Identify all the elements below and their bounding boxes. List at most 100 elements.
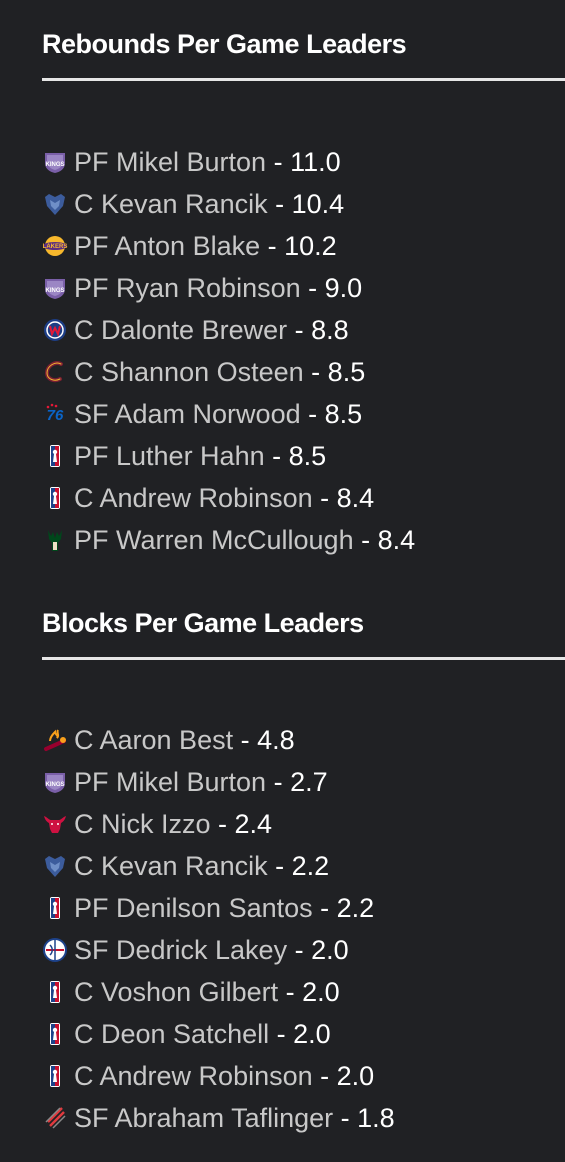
heat-logo-icon[interactable] xyxy=(42,727,68,753)
svg-text:KINGS: KINGS xyxy=(45,288,64,294)
rebounds-title: Rebounds Per Game Leaders xyxy=(42,29,407,59)
stat-value: 2.0 xyxy=(293,1019,331,1049)
player-link[interactable]: PF Luther Hahn xyxy=(74,441,265,471)
leader-row: KINGS PF Ryan Robinson - 9.0 xyxy=(42,267,415,309)
separator: - xyxy=(260,231,285,261)
player-link[interactable]: PF Ryan Robinson xyxy=(74,273,301,303)
stat-value: 2.2 xyxy=(336,893,375,923)
separator: - xyxy=(312,483,337,513)
stat-value: 2.0 xyxy=(311,935,349,965)
stat-value: 10.4 xyxy=(291,189,345,219)
separator: - xyxy=(312,893,337,923)
leader-row: 76 SF Adam Norwood - 8.5 xyxy=(42,393,415,435)
rebounds-list: KINGS PF Mikel Burton - 11.0 C Kevan Ranci… xyxy=(42,141,415,561)
leader-row: SF Abraham Taflinger - 1.8 xyxy=(42,1097,395,1139)
leader-row: C Deon Satchell - 2.0 xyxy=(42,1013,395,1055)
leader-row: KINGS PF Mikel Burton - 11.0 xyxy=(42,141,415,183)
player-link[interactable]: SF Abraham Taflinger xyxy=(74,1103,334,1133)
svg-text:LAKERS: LAKERS xyxy=(43,244,68,250)
player-link[interactable]: C Kevan Rancik xyxy=(74,189,268,219)
separator: - xyxy=(287,935,312,965)
grizzlies-logo-icon[interactable] xyxy=(42,191,68,217)
separator: - xyxy=(312,1061,337,1091)
player-link[interactable]: PF Warren McCullough xyxy=(74,525,354,555)
player-link[interactable]: C Kevan Rancik xyxy=(74,851,268,881)
leader-row: SF Dedrick Lakey - 2.0 xyxy=(42,929,395,971)
separator: - xyxy=(333,1103,358,1133)
player-link[interactable]: C Shannon Osteen xyxy=(74,357,304,387)
blocks-divider xyxy=(42,657,565,660)
bucks-logo-icon[interactable] xyxy=(42,527,68,553)
kings-logo-icon[interactable]: KINGS xyxy=(42,275,68,301)
player-link[interactable]: C Deon Satchell xyxy=(74,1019,270,1049)
separator: - xyxy=(210,809,235,839)
stat-value: 2.0 xyxy=(336,1061,375,1091)
nba-logo-icon[interactable] xyxy=(42,485,68,511)
leader-row: LAKERS PF Anton Blake - 10.2 xyxy=(42,225,415,267)
player-link[interactable]: PF Anton Blake xyxy=(74,231,261,261)
stat-value: 2.7 xyxy=(290,767,328,797)
nba-logo-icon[interactable] xyxy=(42,443,68,469)
player-link[interactable]: PF Denilson Santos xyxy=(74,893,313,923)
svg-text:KINGS: KINGS xyxy=(45,162,64,168)
nba-logo-icon[interactable] xyxy=(42,1021,68,1047)
leader-row: C Aaron Best - 4.8 xyxy=(42,719,395,761)
leader-row: C Dalonte Brewer - 8.8 xyxy=(42,309,415,351)
player-link[interactable]: C Nick Izzo xyxy=(74,809,211,839)
blazers-logo-icon[interactable] xyxy=(42,1105,68,1131)
leader-row: C Andrew Robinson - 2.0 xyxy=(42,1055,395,1097)
stat-value: 8.5 xyxy=(288,441,327,471)
kings-logo-icon[interactable]: KINGS xyxy=(42,149,68,175)
stat-value: 9.0 xyxy=(324,273,363,303)
clippers-logo-icon[interactable] xyxy=(42,937,68,963)
separator: - xyxy=(266,767,291,797)
player-link[interactable]: C Voshon Gilbert xyxy=(74,977,279,1007)
stat-value: 8.4 xyxy=(377,525,416,555)
player-link[interactable]: SF Adam Norwood xyxy=(74,399,301,429)
stat-value: 8.8 xyxy=(311,315,349,345)
stat-value: 4.8 xyxy=(257,725,295,755)
stat-value: 11.0 xyxy=(290,147,341,177)
cavaliers-logo-icon[interactable] xyxy=(42,359,68,385)
separator: - xyxy=(266,147,291,177)
stat-value: 1.8 xyxy=(357,1103,395,1133)
stat-value: 2.2 xyxy=(291,851,330,881)
grizzlies-logo-icon[interactable] xyxy=(42,853,68,879)
bulls-logo-icon[interactable] xyxy=(42,811,68,837)
kings-logo-icon[interactable]: KINGS xyxy=(42,769,68,795)
player-link[interactable]: PF Mikel Burton xyxy=(74,767,267,797)
separator: - xyxy=(278,977,303,1007)
lakers-logo-icon[interactable]: LAKERS xyxy=(42,233,68,259)
separator: - xyxy=(264,441,289,471)
separator: - xyxy=(353,525,378,555)
stat-value: 8.5 xyxy=(327,357,366,387)
player-link[interactable]: C Andrew Robinson xyxy=(74,1061,313,1091)
player-link[interactable]: PF Mikel Burton xyxy=(74,147,267,177)
stat-value: 2.0 xyxy=(302,977,340,1007)
nba-logo-icon[interactable] xyxy=(42,979,68,1005)
stat-value: 2.4 xyxy=(234,809,273,839)
sixers-logo-icon[interactable]: 76 xyxy=(42,401,68,427)
leader-row: C Nick Izzo - 2.4 xyxy=(42,803,395,845)
player-link[interactable]: C Dalonte Brewer xyxy=(74,315,288,345)
separator: - xyxy=(300,273,325,303)
wizards-logo-icon[interactable] xyxy=(42,317,68,343)
leader-row: PF Luther Hahn - 8.5 xyxy=(42,435,415,477)
leader-row: PF Warren McCullough - 8.4 xyxy=(42,519,415,561)
player-link[interactable]: SF Dedrick Lakey xyxy=(74,935,288,965)
separator: - xyxy=(267,851,292,881)
stat-value: 8.4 xyxy=(336,483,375,513)
leader-row: C Kevan Rancik - 10.4 xyxy=(42,183,415,225)
separator: - xyxy=(269,1019,294,1049)
blocks-title: Blocks Per Game Leaders xyxy=(42,608,364,638)
nba-logo-icon[interactable] xyxy=(42,895,68,921)
leader-row: C Shannon Osteen - 8.5 xyxy=(42,351,415,393)
player-link[interactable]: C Aaron Best xyxy=(74,725,234,755)
leader-row: KINGS PF Mikel Burton - 2.7 xyxy=(42,761,395,803)
nba-logo-icon[interactable] xyxy=(42,1063,68,1089)
player-link[interactable]: C Andrew Robinson xyxy=(74,483,313,513)
svg-text:76: 76 xyxy=(47,407,64,424)
separator: - xyxy=(303,357,328,387)
leader-row: C Voshon Gilbert - 2.0 xyxy=(42,971,395,1013)
leader-row: C Andrew Robinson - 8.4 xyxy=(42,477,415,519)
